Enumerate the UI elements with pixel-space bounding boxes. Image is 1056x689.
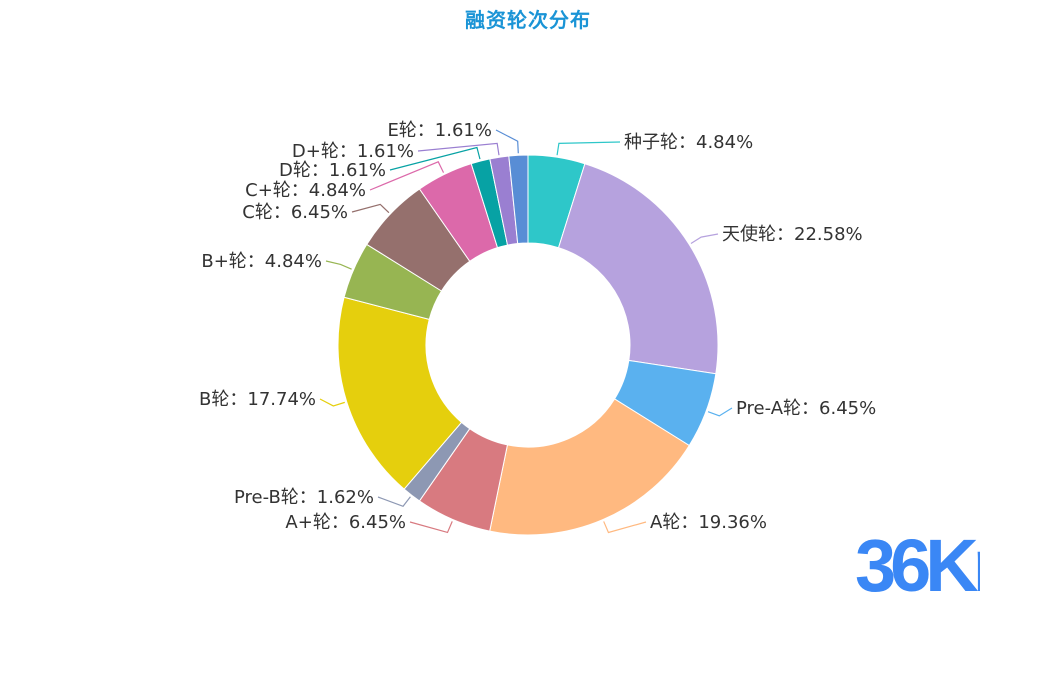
- leader-line-Pre-A轮: [707, 407, 733, 417]
- slice-label-天使轮: 天使轮：22.58%: [722, 224, 863, 245]
- slice-label-B轮: B轮：17.74%: [199, 389, 316, 410]
- slice-label-Pre-B轮: Pre-B轮：1.62%: [234, 487, 374, 508]
- chart-title: 融资轮次分布: [465, 8, 591, 32]
- leader-line-C+轮: [369, 161, 445, 191]
- 36kr-logo: 36Kr: [855, 525, 980, 597]
- leader-line-C轮: [351, 203, 390, 214]
- slice-A轮[interactable]: [489, 398, 690, 536]
- slice-B轮[interactable]: [337, 296, 463, 490]
- slice-label-C+轮: C+轮：4.84%: [245, 180, 366, 201]
- slice-E轮[interactable]: [508, 154, 529, 245]
- leader-line-天使轮: [690, 233, 719, 244]
- slice-天使轮[interactable]: [557, 163, 719, 375]
- slice-label-D+轮: D+轮：1.61%: [292, 141, 414, 162]
- slice-label-B+轮: B+轮：4.84%: [201, 251, 322, 272]
- slice-label-D轮: D轮：1.61%: [279, 160, 386, 181]
- donut-slices: [337, 154, 719, 536]
- leader-line-B+轮: [325, 260, 352, 270]
- leader-line-D+轮: [417, 142, 500, 156]
- slice-label-A轮: A轮：19.36%: [650, 512, 767, 533]
- leader-line-E轮: [495, 129, 519, 154]
- slice-label-E轮: E轮：1.61%: [387, 120, 492, 141]
- logo-text: 36Kr: [855, 525, 980, 597]
- slice-label-种子轮: 种子轮：4.84%: [624, 132, 753, 153]
- leader-line-Pre-B轮: [377, 496, 411, 507]
- label-leader-lines: [319, 129, 733, 534]
- slice-label-C轮: C轮：6.45%: [242, 202, 348, 223]
- leader-line-B轮: [319, 398, 345, 407]
- leader-line-A+轮: [409, 521, 453, 534]
- slice-labels: 种子轮：4.84% 天使轮：22.58% Pre-A轮：6.45% A轮：19.36%…: [199, 120, 876, 533]
- leader-line-A轮: [603, 521, 647, 534]
- slice-label-A+轮: A+轮：6.45%: [285, 512, 406, 533]
- slice-label-Pre-A轮: Pre-A轮：6.45%: [736, 398, 876, 419]
- leader-line-种子轮: [556, 141, 621, 156]
- leader-line-D轮: [389, 146, 481, 171]
